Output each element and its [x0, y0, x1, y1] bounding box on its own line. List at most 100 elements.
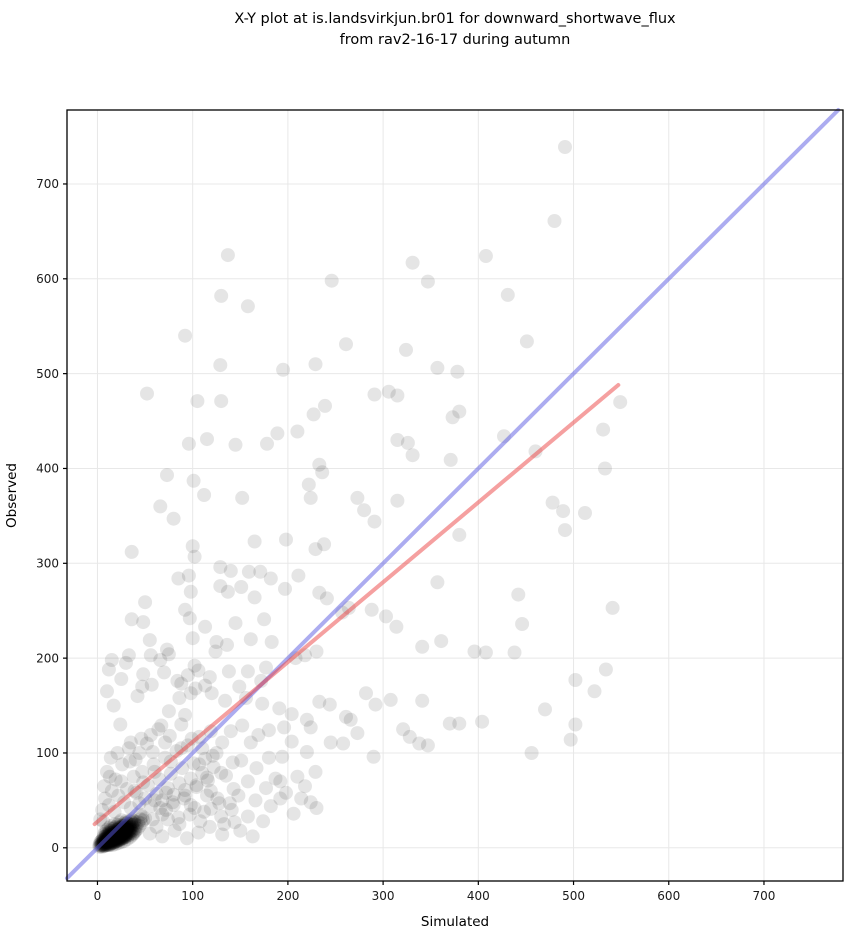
- scatter-point: [119, 655, 133, 670]
- scatter-point: [178, 783, 193, 797]
- scatter-point: [596, 422, 611, 437]
- scatter-point: [412, 736, 427, 751]
- scatter-point: [213, 358, 228, 373]
- scatter-point: [405, 448, 420, 463]
- scatter-point: [402, 729, 417, 744]
- scatter-point: [178, 708, 193, 722]
- scatter-point: [108, 833, 123, 848]
- scatter-point: [268, 771, 283, 786]
- scatter-point: [145, 812, 160, 827]
- x-axis-label: Simulated: [421, 914, 489, 930]
- scatter-point: [223, 724, 238, 739]
- scatter-point: [309, 644, 324, 659]
- scatter-point: [108, 837, 123, 851]
- scatter-point: [121, 819, 136, 834]
- scatter-point: [124, 612, 139, 627]
- scatter-point: [202, 670, 217, 685]
- scatter-point: [146, 757, 161, 772]
- y-tick-label: 600: [36, 272, 59, 286]
- scatter-point: [111, 836, 126, 851]
- scatter-point: [379, 609, 393, 624]
- scatter-point: [254, 673, 269, 688]
- scatter-point: [151, 722, 166, 737]
- scatter-point: [183, 686, 198, 701]
- scatter-point: [143, 648, 158, 663]
- scatter-point: [159, 802, 173, 817]
- scatter-point: [221, 664, 236, 679]
- scatter-point: [132, 819, 147, 833]
- scatter-point: [232, 679, 247, 694]
- scatter-point: [197, 488, 212, 502]
- y-tick-label: 700: [36, 177, 59, 191]
- scatter-point: [117, 830, 132, 845]
- scatter-point: [203, 783, 218, 798]
- scatter-point: [215, 827, 230, 842]
- scatter-point: [323, 735, 338, 750]
- scatter-point: [171, 810, 186, 825]
- scatter-point: [357, 503, 372, 518]
- scatter-point: [507, 645, 522, 660]
- scatter-point: [415, 639, 430, 654]
- scatter-point: [114, 830, 129, 845]
- scatter-point: [284, 734, 299, 749]
- scatter-point: [261, 750, 276, 765]
- scatter-point: [136, 813, 151, 828]
- scatter-point: [228, 616, 243, 631]
- scatter-point: [107, 826, 122, 841]
- scatter-point: [286, 806, 301, 821]
- scatter-point: [312, 585, 327, 600]
- y-tick-label: 200: [36, 651, 59, 665]
- scatter-point: [135, 764, 150, 779]
- scatter-point: [187, 549, 202, 564]
- scatter-point: [430, 575, 445, 590]
- scatter-point: [613, 395, 628, 410]
- scatter-point: [203, 801, 218, 816]
- scatter-point: [123, 825, 138, 840]
- scatter-point: [116, 831, 131, 846]
- scatter-point: [112, 832, 127, 847]
- scatter-point: [190, 394, 205, 409]
- scatter-point: [126, 826, 141, 841]
- scatter-point: [182, 807, 197, 822]
- scatter-point: [106, 828, 121, 843]
- scatter-point: [231, 788, 246, 803]
- scatter-point: [174, 676, 189, 691]
- scatter-point: [368, 697, 383, 712]
- scatter-point: [219, 768, 233, 783]
- y-tick-label: 300: [36, 557, 59, 571]
- scatter-point: [198, 678, 213, 693]
- scatter-point: [273, 791, 288, 806]
- scatter-point: [158, 735, 173, 750]
- scatter-point: [106, 835, 121, 850]
- scatter-point: [396, 722, 411, 737]
- scatter-point: [224, 802, 239, 817]
- scatter-point: [241, 564, 256, 579]
- scatter-point: [133, 812, 148, 827]
- scatter-point: [121, 824, 136, 839]
- scatter-point: [568, 673, 583, 687]
- scatter-point: [95, 833, 110, 848]
- x-tick-label: 200: [276, 889, 299, 903]
- scatter-point: [390, 388, 405, 403]
- scatter-point: [519, 334, 534, 349]
- scatter-point: [308, 542, 323, 557]
- scatter-point: [390, 493, 405, 508]
- scatter-point: [558, 140, 572, 154]
- scatter-point: [442, 716, 457, 731]
- scatter-point: [182, 611, 197, 626]
- scatter-point: [117, 825, 132, 840]
- x-tick-label: 700: [753, 889, 776, 903]
- scatter-point: [545, 495, 560, 510]
- scatter-point: [110, 746, 125, 760]
- scatter-point: [117, 828, 132, 843]
- scatter-point: [309, 801, 324, 815]
- scatter-point: [400, 435, 415, 450]
- scatter-point: [568, 717, 583, 732]
- scatter-point: [161, 647, 176, 662]
- scatter-point: [220, 584, 235, 599]
- chart-title: X-Y plot at is.landsvirkjun.br01 for dow…: [67, 9, 843, 51]
- scatter-point: [214, 394, 229, 409]
- scatter-point: [299, 745, 314, 759]
- scatter-point: [125, 816, 140, 831]
- scatter-point: [111, 830, 126, 845]
